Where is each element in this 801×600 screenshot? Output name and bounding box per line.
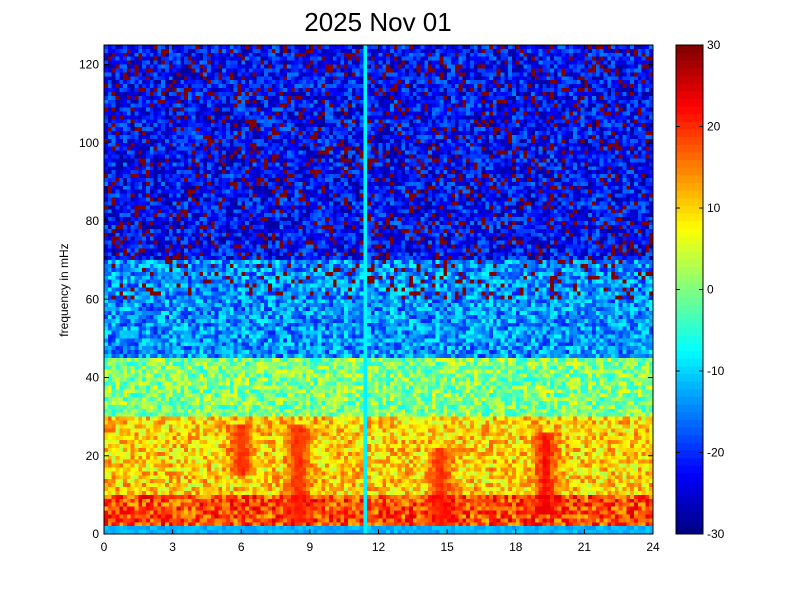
colorbar-segment — [676, 98, 703, 107]
colorbar-segment — [676, 297, 703, 306]
colorbar-segment — [676, 304, 703, 313]
colorbar-segment — [676, 167, 703, 176]
x-tick-label: 12 — [372, 540, 386, 554]
colorbar-segment — [676, 373, 703, 382]
colorbar-segment — [676, 151, 703, 161]
colorbar-segment — [676, 83, 703, 92]
chart-title: 2025 Nov 01 — [304, 7, 451, 37]
colorbar-tick-label: 10 — [707, 201, 721, 215]
x-tick-label: 9 — [307, 540, 314, 554]
colorbar-segment — [676, 289, 703, 298]
y-axis-label: frequency in mHz — [57, 243, 71, 336]
colorbar-segment — [676, 434, 703, 443]
colorbar-segment — [676, 90, 703, 99]
y-axis: 0 20 40 60 80 100 120 — [79, 58, 653, 541]
y-tick-label: 40 — [86, 371, 100, 385]
heatmap-area — [104, 45, 653, 534]
colorbar-segment — [676, 281, 703, 290]
y-tick-label: 100 — [79, 136, 99, 150]
colorbar-segment — [676, 526, 703, 535]
colorbar-segment — [676, 274, 703, 283]
colorbar-tick-label: -10 — [707, 364, 725, 378]
colorbar-segment — [676, 236, 703, 245]
colorbar-segment — [676, 411, 703, 420]
colorbar-segment — [676, 159, 703, 168]
colorbar-segment — [676, 381, 703, 390]
colorbar-segment — [676, 266, 703, 275]
colorbar-segment — [676, 335, 703, 344]
colorbar-segment — [676, 113, 703, 122]
colorbar-segment — [676, 327, 703, 336]
colorbar-segment — [676, 365, 703, 375]
colorbar-segment — [676, 60, 703, 69]
colorbar-segment — [676, 449, 703, 459]
colorbar-segment — [676, 427, 703, 436]
x-tick-label: 18 — [509, 540, 523, 554]
colorbar-segment — [676, 213, 703, 222]
colorbar-tick-label: 30 — [707, 38, 721, 52]
colorbar-segment — [676, 472, 703, 482]
x-tick-label: 21 — [578, 540, 592, 554]
colorbar-tick-label: 20 — [707, 120, 721, 134]
colorbar-segment — [676, 190, 703, 199]
y-tick-label: 20 — [86, 449, 100, 463]
colorbar-segment — [676, 144, 703, 153]
colorbar-segment — [676, 251, 703, 260]
y-tick-label: 0 — [92, 527, 99, 541]
x-axis: 0 3 6 9 12 15 18 21 24 — [101, 45, 660, 554]
colorbar-segment — [676, 358, 703, 367]
colorbar-segment — [676, 129, 703, 138]
colorbar-segment — [676, 465, 703, 474]
x-tick-label: 6 — [238, 540, 245, 554]
heatmap-cells — [104, 45, 653, 534]
colorbar-segment — [676, 457, 703, 466]
colorbar-segment — [676, 396, 703, 405]
colorbar-segment — [676, 228, 703, 237]
x-tick-label: 15 — [440, 540, 454, 554]
colorbar-segment — [676, 495, 703, 504]
x-tick-label: 0 — [101, 540, 108, 554]
colorbar-segment — [676, 488, 703, 497]
colorbar-segment — [676, 67, 703, 77]
colorbar-axis: -30 -20 -10 0 10 20 30 — [676, 38, 725, 541]
colorbar-segment — [676, 388, 703, 397]
colorbar-segment — [676, 258, 703, 268]
colorbar-segment — [676, 45, 703, 54]
colorbar-segment — [676, 342, 703, 352]
colorbar-segment — [676, 52, 703, 61]
colorbar-segment — [676, 480, 703, 489]
colorbar-segment — [676, 205, 703, 214]
colorbar-segment — [676, 419, 703, 428]
colorbar-segment — [676, 404, 703, 413]
colorbar-segment — [676, 106, 703, 115]
colorbar-segment — [676, 174, 703, 184]
colorbar-segment — [676, 503, 703, 512]
colorbar-segment — [676, 518, 703, 527]
colorbar-segment — [676, 220, 703, 229]
colorbar-segment — [676, 75, 703, 84]
x-tick-label: 24 — [646, 540, 660, 554]
colorbar-segment — [676, 312, 703, 321]
colorbar-segment — [676, 442, 703, 451]
y-tick-label: 60 — [86, 292, 100, 306]
colorbar-segment — [676, 136, 703, 145]
colorbar-segment — [676, 182, 703, 191]
colorbar-segment — [676, 121, 703, 130]
colorbar-segment — [676, 320, 703, 329]
colorbar-segment — [676, 197, 703, 206]
colorbar-segment — [676, 511, 703, 520]
colorbar — [676, 45, 703, 535]
x-tick-label: 3 — [169, 540, 176, 554]
y-tick-label: 80 — [86, 214, 100, 228]
colorbar-segment — [676, 350, 703, 359]
colorbar-segment — [676, 243, 703, 252]
colorbar-tick-label: -30 — [707, 527, 725, 541]
colorbar-tick-label: 0 — [707, 283, 714, 297]
colorbar-tick-label: -20 — [707, 446, 725, 460]
y-tick-label: 120 — [79, 58, 99, 72]
